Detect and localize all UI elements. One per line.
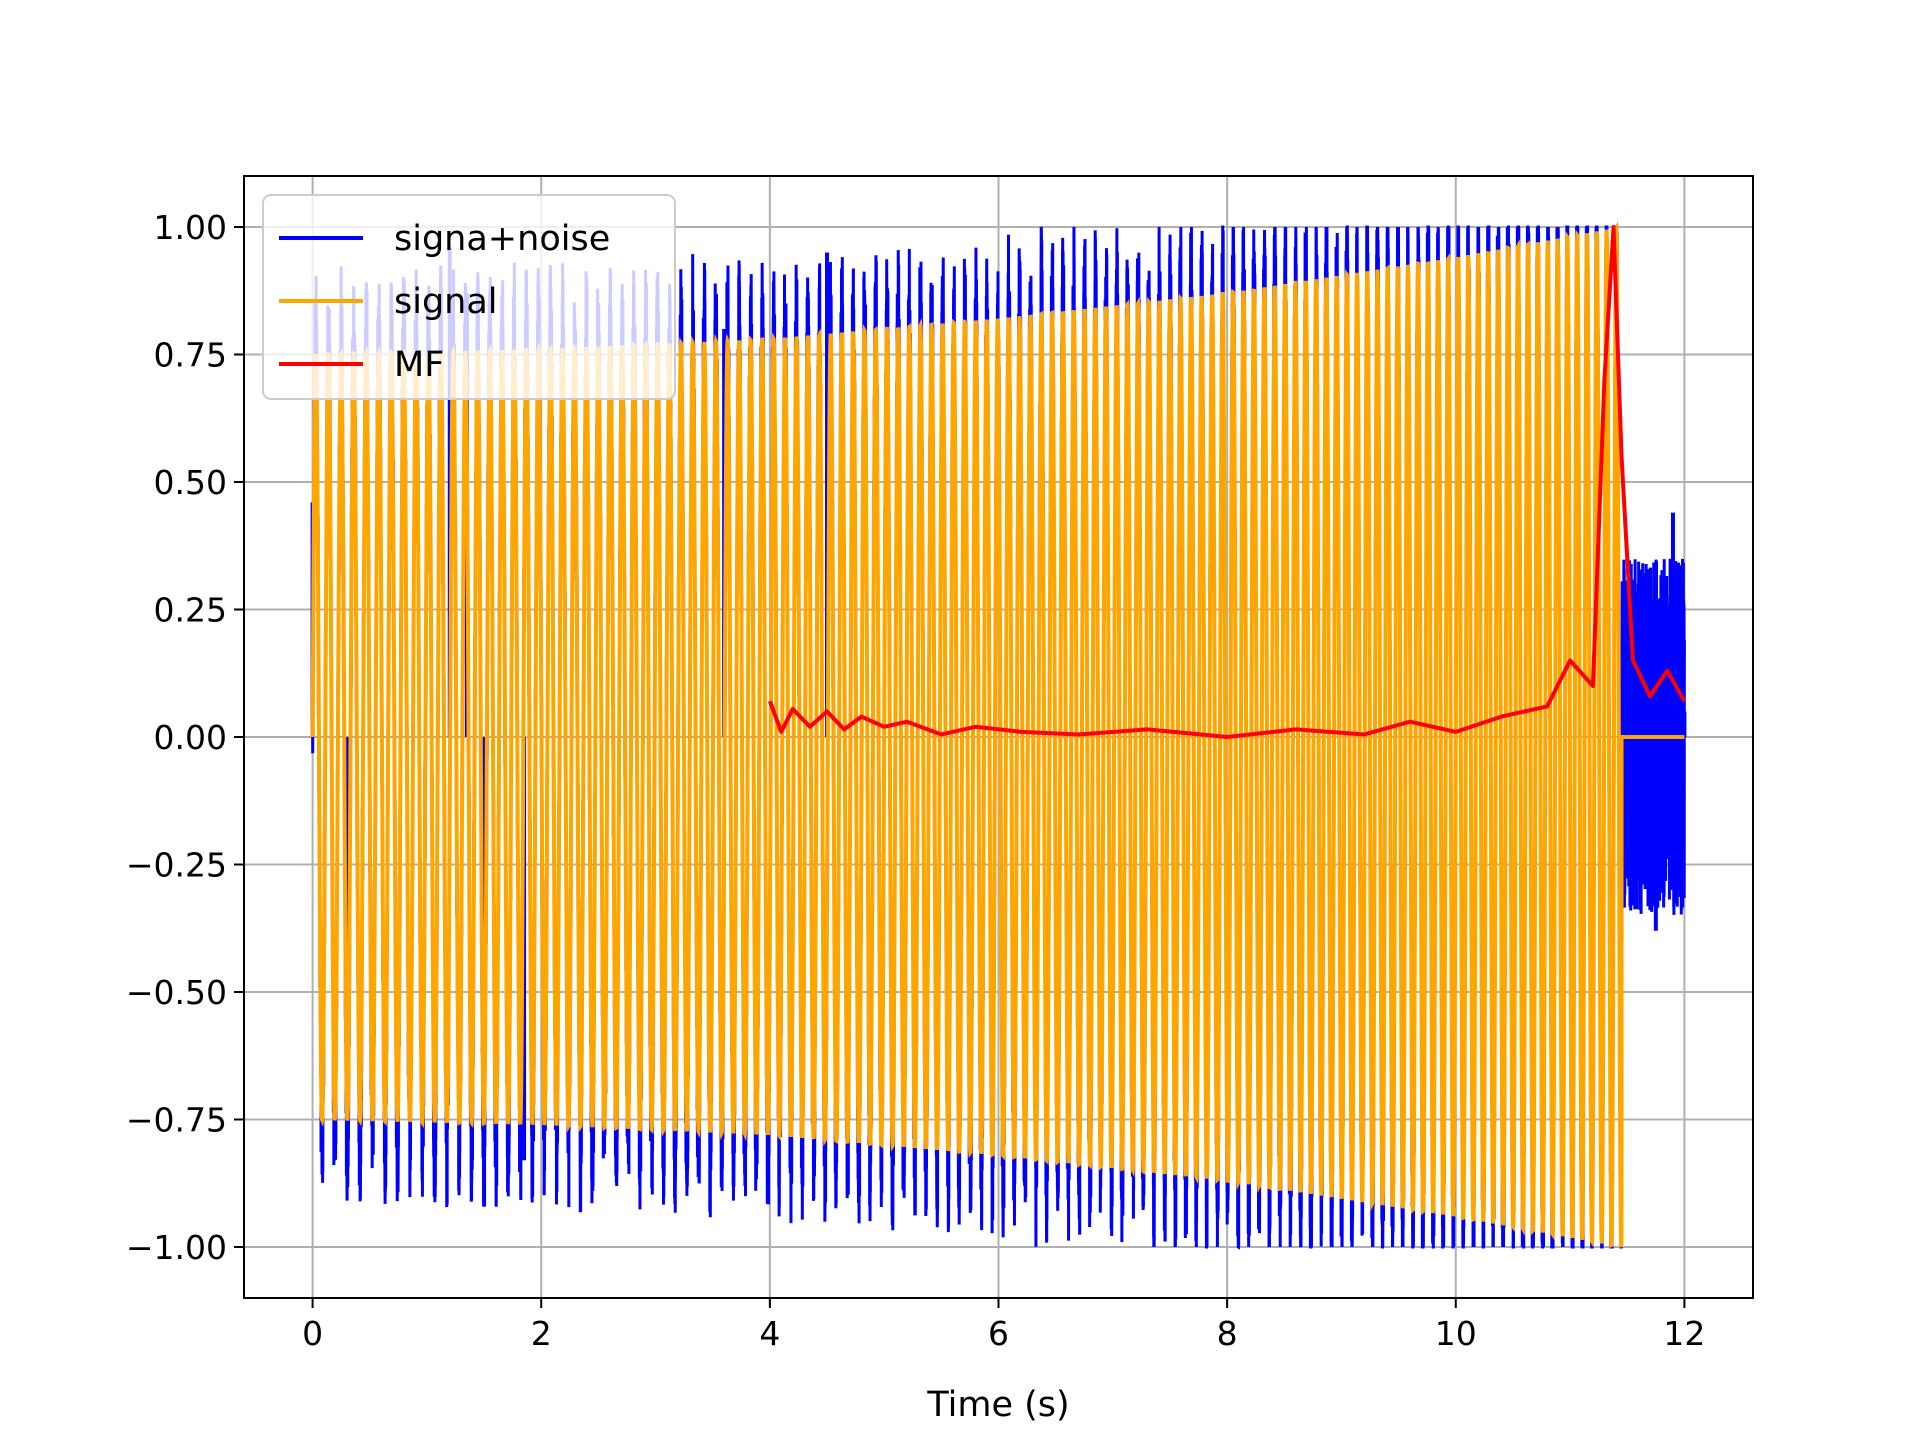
y-tick-label: −0.25 bbox=[126, 846, 227, 885]
x-tick-label: 2 bbox=[531, 1314, 552, 1353]
y-tick-label: 1.00 bbox=[154, 208, 227, 247]
y-tick-label: −1.00 bbox=[126, 1228, 227, 1267]
x-tick-label: 0 bbox=[302, 1314, 323, 1353]
x-tick-label: 12 bbox=[1663, 1314, 1705, 1353]
legend: signa+noise signal MF bbox=[262, 194, 676, 400]
legend-label: signal bbox=[394, 282, 498, 322]
legend-label: signa+noise bbox=[394, 219, 610, 259]
y-tick-label: 0.50 bbox=[154, 463, 227, 502]
y-tick-label: 0.75 bbox=[154, 336, 227, 375]
x-axis-label: Time (s) bbox=[926, 1385, 1069, 1425]
y-tick-label: 0.25 bbox=[154, 591, 227, 630]
x-tick-label: 6 bbox=[988, 1314, 1009, 1353]
legend-label: MF bbox=[394, 345, 444, 385]
y-axis: 1.00 0.75 0.50 0.25 0.00 −0.25 −0.50 −0.75 −1.00 bbox=[126, 208, 244, 1267]
series-mf-line bbox=[767, 225, 1687, 739]
y-tick-label: −0.50 bbox=[126, 973, 227, 1012]
y-tick-label: −0.75 bbox=[126, 1101, 227, 1140]
series-signal-line bbox=[310, 221, 1685, 1249]
y-tick-label: 0.00 bbox=[154, 718, 227, 757]
x-axis: 0 2 4 6 8 10 12 bbox=[302, 1298, 1705, 1353]
legend-box bbox=[262, 194, 676, 400]
x-tick-label: 4 bbox=[759, 1314, 780, 1353]
x-tick-label: 10 bbox=[1435, 1314, 1477, 1353]
x-tick-label: 8 bbox=[1217, 1314, 1238, 1353]
